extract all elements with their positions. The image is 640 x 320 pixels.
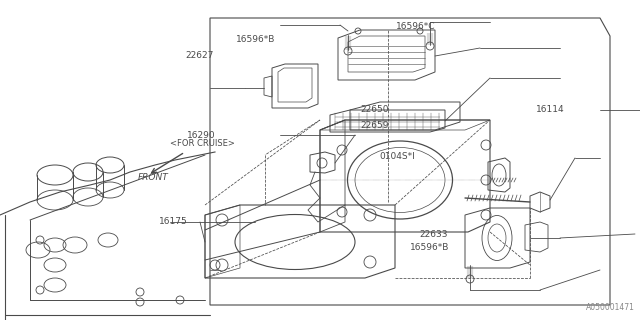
Text: 16290: 16290	[187, 131, 216, 140]
Text: 16596*B: 16596*B	[236, 35, 275, 44]
Text: 22659: 22659	[360, 121, 389, 130]
Text: FRONT: FRONT	[138, 173, 168, 182]
Text: 22633: 22633	[419, 230, 448, 239]
Text: A050001471: A050001471	[586, 303, 635, 312]
Text: 0104S*I: 0104S*I	[379, 152, 415, 161]
Text: 16596*C: 16596*C	[396, 22, 435, 31]
Text: 16114: 16114	[536, 105, 565, 114]
Text: 22627: 22627	[186, 51, 214, 60]
Text: 16175: 16175	[159, 217, 188, 226]
Text: 22650: 22650	[360, 105, 389, 114]
Text: 16596*B: 16596*B	[410, 243, 449, 252]
Text: <FOR CRUISE>: <FOR CRUISE>	[170, 139, 234, 148]
